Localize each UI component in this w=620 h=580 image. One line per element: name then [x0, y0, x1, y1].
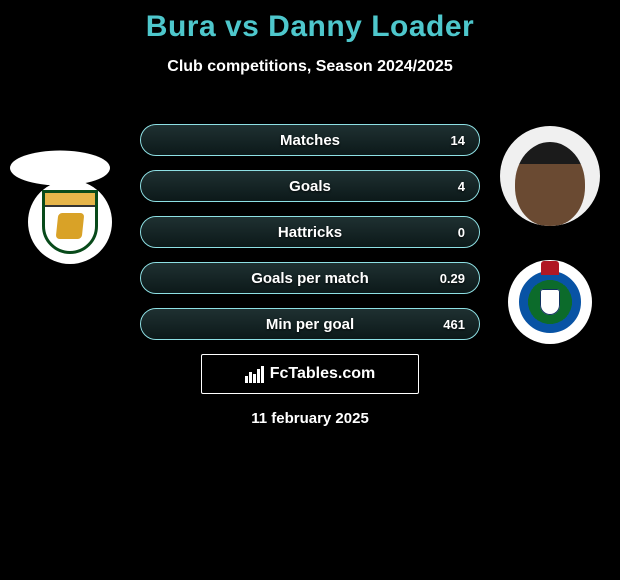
watermark-text: FcTables.com — [270, 365, 376, 383]
stat-label: Matches — [141, 132, 479, 149]
stat-value-right: 461 — [443, 317, 465, 332]
stat-value-right: 4 — [458, 179, 465, 194]
club-left-crest — [28, 180, 112, 264]
stat-row: Matches 14 — [140, 124, 480, 156]
stat-row: Goals 4 — [140, 170, 480, 202]
stat-row: Min per goal 461 — [140, 308, 480, 340]
stat-value-right: 0 — [458, 225, 465, 240]
watermark: FcTables.com — [201, 354, 419, 394]
stat-label: Goals — [141, 178, 479, 195]
stat-label: Hattricks — [141, 224, 479, 241]
porto-crest-icon — [517, 269, 583, 335]
stat-row: Goals per match 0.29 — [140, 262, 480, 294]
page-title: Bura vs Danny Loader — [0, 0, 620, 44]
stats-comparison: Matches 14 Goals 4 Hattricks 0 Goals per… — [140, 124, 480, 340]
stat-label: Min per goal — [141, 316, 479, 333]
date-label: 11 february 2025 — [0, 410, 620, 427]
stat-row: Hattricks 0 — [140, 216, 480, 248]
stat-value-right: 14 — [451, 133, 465, 148]
stat-label: Goals per match — [141, 270, 479, 287]
shield-icon — [42, 190, 98, 254]
page-subtitle: Club competitions, Season 2024/2025 — [0, 58, 620, 76]
club-right-crest — [508, 260, 592, 344]
bar-chart-icon — [245, 366, 264, 383]
player-right-avatar — [500, 126, 600, 226]
stat-value-right: 0.29 — [440, 271, 465, 286]
